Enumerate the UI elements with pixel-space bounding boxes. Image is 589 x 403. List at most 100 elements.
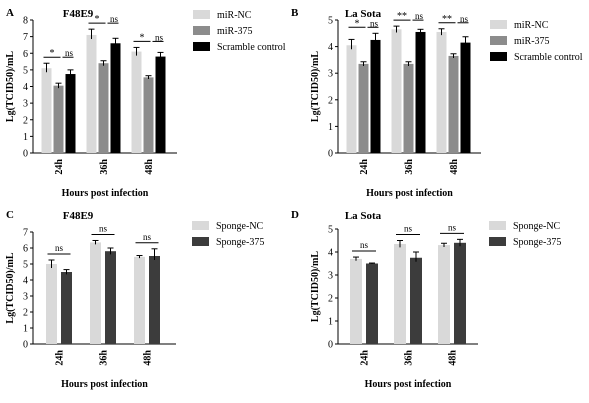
y-tick-label: 4: [328, 42, 333, 53]
bar-36h-sponge-375: [105, 251, 116, 344]
legend-swatch: [193, 26, 210, 35]
x-tick-label: 24h: [54, 159, 65, 175]
legend-swatch: [490, 36, 507, 45]
legend-entry: miR-375: [514, 36, 550, 47]
bar-24h-sponge-nc: [350, 258, 362, 344]
bar-24h-mir-375: [53, 85, 64, 153]
bar-48h-scramble-control: [460, 42, 471, 153]
legend-swatch: [193, 10, 210, 19]
bar-48h-sponge-nc: [438, 245, 450, 344]
panel-letter: C: [6, 209, 14, 221]
chart-title: La Sota: [345, 8, 382, 20]
x-tick-label: 24h: [360, 350, 371, 366]
significance-star: *: [95, 14, 100, 25]
y-axis-label: Lg(TCID50)/mL: [310, 251, 321, 322]
chart-panel-b: B La Sota 0 1 2 3 4 5 Lg(TCID50)/mL Hours post in…: [291, 7, 583, 199]
y-axis-label: Lg(TCID50)/mL: [310, 51, 321, 122]
ns-label: ns: [370, 18, 379, 28]
significance-star: *: [50, 48, 55, 59]
y-tick-label: 1: [23, 132, 28, 143]
y-tick-label: 6: [23, 244, 28, 255]
y-tick-label: 0: [23, 340, 28, 351]
legend-entry: Sponge-375: [216, 237, 264, 248]
ns-label: ns: [55, 243, 64, 253]
y-tick-label: 2: [23, 115, 28, 126]
bar-24h-mir-nc: [346, 45, 357, 153]
y-tick-label: 2: [23, 308, 28, 319]
bar-36h-sponge-nc: [90, 242, 101, 344]
bar-48h-mir-nc: [436, 31, 447, 153]
chart-title: F48E9: [63, 8, 94, 20]
significance-star: **: [442, 14, 452, 25]
legend-swatch: [489, 221, 506, 230]
y-axis-label: Lg(TCID50)/mL: [5, 51, 16, 122]
legend-swatch: [490, 20, 507, 29]
x-tick-label: 48h: [448, 350, 459, 366]
bar-24h-sponge-nc: [46, 264, 57, 344]
legend-entry: Scramble control: [514, 52, 583, 63]
chart-panel-d: D La Sota 0 1 2 3 4 5 Lg(TCID50)/mL Hours post in…: [291, 209, 561, 390]
legend-entry: miR-NC: [217, 10, 252, 21]
x-tick-label: 24h: [55, 350, 66, 366]
panel-letter: A: [6, 7, 14, 19]
bar-48h-scramble-control: [155, 56, 166, 154]
bar-24h-scramble-control: [370, 39, 381, 154]
x-tick-label: 48h: [143, 350, 154, 366]
y-tick-label: 8: [23, 16, 28, 27]
panel-letter: D: [291, 209, 299, 221]
legend-entry: Sponge-NC: [513, 221, 561, 232]
bar-24h-mir-nc: [41, 68, 52, 153]
x-tick-label: 24h: [359, 159, 370, 175]
y-tick-label: 3: [23, 99, 28, 110]
bar-36h-sponge-375: [410, 257, 422, 344]
panel-letter: B: [291, 7, 299, 19]
y-tick-label: 1: [328, 122, 333, 133]
legend-swatch: [193, 42, 210, 51]
bar-36h-mir-nc: [391, 29, 402, 154]
legend-entry: Sponge-NC: [216, 221, 264, 232]
bar-48h-mir-nc: [131, 51, 142, 153]
y-tick-label: 1: [328, 317, 333, 328]
x-axis-label: Hours post infection: [62, 188, 149, 199]
significance-star: *: [140, 32, 145, 43]
x-axis-label: Hours post infection: [366, 188, 453, 199]
bar-48h-sponge-nc: [134, 256, 145, 344]
bar-24h-sponge-375: [366, 263, 378, 344]
y-tick-label: 5: [23, 65, 28, 76]
legend-swatch: [192, 237, 209, 246]
bar-24h-mir-375: [358, 63, 369, 153]
x-tick-label: 36h: [99, 350, 110, 366]
x-axis-label: Hours post infection: [61, 379, 148, 390]
y-tick-label: 0: [328, 149, 333, 160]
y-axis-label: Lg(TCID50)/mL: [5, 252, 16, 323]
y-tick-label: 3: [23, 292, 28, 303]
y-tick-label: 7: [23, 228, 28, 239]
x-tick-label: 36h: [404, 159, 415, 175]
y-tick-label: 2: [328, 294, 333, 305]
bar-36h-mir-375: [403, 63, 414, 153]
x-tick-label: 36h: [404, 350, 415, 366]
y-tick-label: 4: [23, 276, 28, 287]
bar-48h-mir-375: [143, 77, 154, 153]
bar-36h-scramble-control: [110, 43, 121, 153]
x-axis-label: Hours post infection: [365, 379, 452, 390]
bar-36h-mir-nc: [86, 34, 97, 153]
ns-label: ns: [99, 223, 108, 233]
y-tick-label: 5: [328, 225, 333, 236]
significance-star: *: [355, 18, 360, 29]
ns-label: ns: [155, 32, 164, 42]
x-tick-label: 48h: [449, 159, 460, 175]
ns-label: ns: [404, 224, 413, 234]
bar-48h-sponge-375: [454, 242, 466, 344]
ns-label: ns: [110, 14, 119, 24]
bar-36h-mir-375: [98, 63, 109, 153]
ns-label: ns: [143, 232, 152, 242]
bar-48h-mir-375: [448, 55, 459, 153]
ns-label: ns: [65, 48, 74, 58]
y-tick-label: 0: [328, 340, 333, 351]
y-tick-label: 5: [328, 16, 333, 27]
y-tick-label: 1: [23, 324, 28, 335]
bar-48h-sponge-375: [149, 256, 160, 344]
y-tick-label: 6: [23, 49, 28, 60]
